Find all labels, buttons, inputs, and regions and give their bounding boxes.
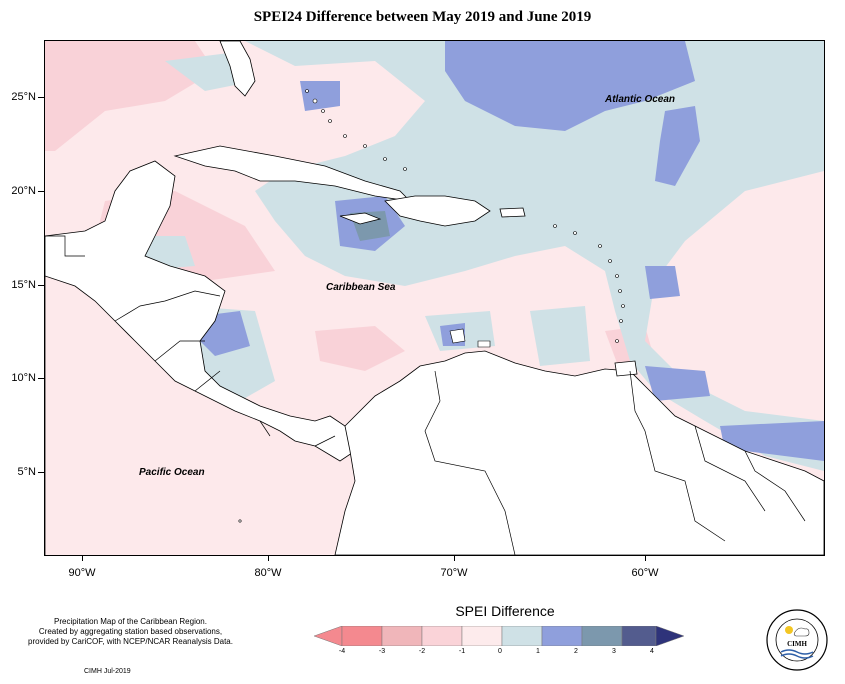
land-central-america [45,160,356,462]
land-cuba [173,145,412,202]
credits-line: provided by CariCOF, with NCEP/NCAR Rean… [28,637,233,646]
country-borders [45,235,806,555]
label-pacific-ocean: Pacific Ocean [139,467,205,478]
lat-label-20n: 20°N [11,185,36,197]
lat-tick [38,285,44,286]
legend-title: SPEI Difference [455,603,555,619]
legend-tick-label: -3 [378,648,386,655]
lon-label-60w: 60°W [631,567,659,579]
legend-swatch [621,626,657,646]
lat-tick [38,472,44,473]
lon-label-90w: 90°W [68,567,96,579]
credits-line: Precipitation Map of the Caribbean Regio… [54,617,207,626]
lat-label-25n: 25°N [11,91,36,103]
legend-tick-label: -4 [338,648,346,655]
legend-tick-label: 3 [612,648,616,655]
lon-label-70w: 70°W [440,567,468,579]
land-trinidad [614,360,638,377]
legend-swatch [421,626,463,646]
legend-tick-label: 4 [650,648,654,655]
date-stamp: CIMH Jul-2019 [84,668,131,675]
small-islands [238,89,625,523]
land-outlines [45,41,824,555]
legend-tick-label: 2 [574,648,578,655]
legend-swatch [341,626,383,646]
lat-tick [38,378,44,379]
blue-zone-atlantic-plume [655,106,700,186]
speі-field-map [45,41,824,555]
land-jamaica [339,212,382,225]
lat-label-10n: 10°N [11,372,36,384]
lon-tick [268,555,269,561]
legend-tick-label: -1 [458,648,466,655]
legend-arrow-right [655,626,684,646]
legend-colorbar [314,626,684,646]
credits-line: Created by aggregating station based obs… [38,627,223,636]
pink-zone-nw [45,41,215,151]
blue-zone-east-atlantic [645,366,710,401]
label-caribbean-sea: Caribbean Sea [326,282,396,293]
blue-zone-venezuela-coast [530,306,590,366]
blue-zone-lesser-antilles [645,266,680,299]
pink-zone-south [315,326,405,371]
lon-tick [454,555,455,561]
lat-tick [38,97,44,98]
label-atlantic-ocean: Atlantic Ocean [605,94,676,105]
lon-label-80w: 80°W [254,567,282,579]
land-south-america [334,350,824,555]
legend-swatch [461,626,503,646]
legend-swatch [501,626,543,646]
land-florida [219,41,256,97]
sun-icon [785,626,793,634]
cimh-logo: CIMH [766,609,828,671]
blue-zone-open-atlantic [445,41,695,131]
lat-tick [38,191,44,192]
logo-text: CIMH [787,640,807,648]
credits-text: Precipitation Map of the Caribbean Regio… [18,617,243,647]
land-puerto-rico [499,207,526,218]
legend-tick-label: -2 [418,648,426,655]
cloud-icon [793,627,810,637]
legend-swatch [381,626,423,646]
land-hispaniola [384,195,491,227]
lon-tick [82,555,83,561]
blue-zone-bahamas [300,81,340,111]
lon-tick [645,555,646,561]
map-panel [44,40,825,556]
wave-icon [780,649,814,655]
map-title: SPEI24 Difference between May 2019 and J… [253,9,592,25]
legend-swatch [581,626,623,646]
legend-tick-label: 0 [498,648,502,655]
legend-swatch [541,626,583,646]
legend-tick-label: 1 [536,648,540,655]
legend-arrow-left [314,626,343,646]
lat-label-15n: 15°N [11,279,36,291]
lat-label-5n: 5°N [17,466,36,478]
